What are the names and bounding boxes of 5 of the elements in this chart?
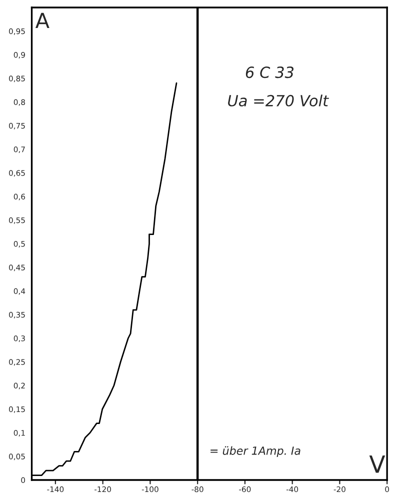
y-axis-title: A (35, 12, 50, 28)
annotation: = über 1Amp. Ia (210, 446, 300, 458)
annotation: 6 C 33 (246, 66, 294, 78)
x-axis-title: V (369, 456, 386, 473)
annotation: Ua =270 Volt (228, 94, 330, 106)
